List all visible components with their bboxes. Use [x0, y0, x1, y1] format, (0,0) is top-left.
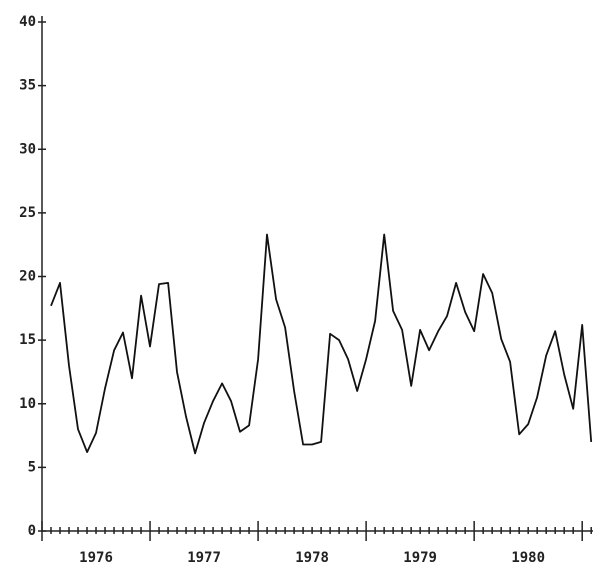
x-tick-label: 1977 [187, 550, 221, 566]
y-tick-label: 15 [19, 332, 36, 348]
y-tick-label: 25 [19, 205, 36, 221]
y-tick-label: 0 [28, 523, 36, 539]
line-series [50, 233, 593, 455]
x-tick-label: 1979 [403, 550, 437, 566]
x-tick-label: 1980 [511, 550, 545, 566]
y-tick-label: 5 [28, 459, 36, 475]
y-tick-label: 35 [19, 78, 36, 94]
y-tick-label: 40 [19, 14, 36, 30]
x-tick-label: 1978 [295, 550, 329, 566]
y-tick-label: 10 [19, 396, 36, 412]
y-tick-label: 20 [19, 269, 36, 285]
x-tick-label: 1976 [79, 550, 113, 566]
y-tick-label: 30 [19, 141, 36, 157]
